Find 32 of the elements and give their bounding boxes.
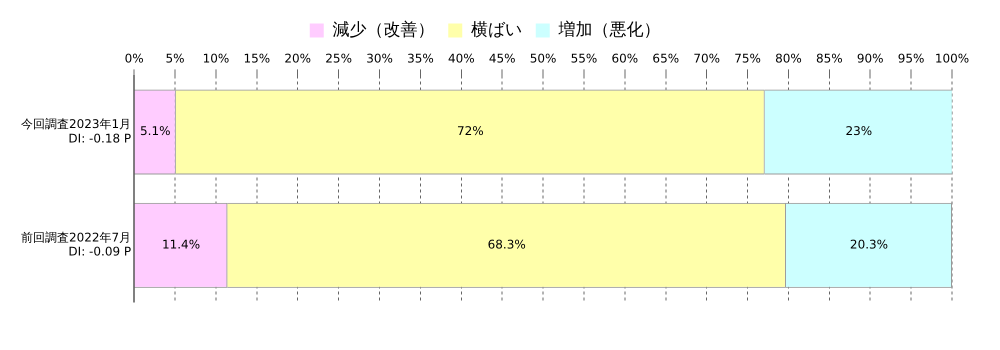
legend-label: 減少（改善） bbox=[332, 20, 434, 40]
x-tick-label: 70% bbox=[693, 51, 720, 66]
x-tick-label: 85% bbox=[816, 51, 843, 66]
x-tick-label: 10% bbox=[202, 51, 230, 66]
x-tick-label: 50% bbox=[530, 51, 556, 66]
x-tick-label: 25% bbox=[325, 51, 352, 66]
data-label: 23% bbox=[845, 124, 872, 138]
x-tick-label: 30% bbox=[366, 51, 393, 66]
data-label: 20.3% bbox=[850, 237, 888, 252]
x-tick-label: 35% bbox=[407, 51, 434, 66]
x-tick-label: 90% bbox=[856, 51, 884, 66]
data-label: 5.1% bbox=[140, 124, 171, 138]
x-tick-label: 100% bbox=[934, 51, 970, 66]
x-tick-label: 20% bbox=[284, 51, 312, 66]
data-label: 68.3% bbox=[488, 237, 526, 252]
x-tick-label: 75% bbox=[734, 51, 761, 66]
x-tick-label: 95% bbox=[898, 51, 924, 66]
y-tick-label: 今回調査2023年1月 DI: -0.18 P bbox=[20, 116, 132, 146]
x-tick-label: 55% bbox=[570, 51, 598, 66]
x-tick-label: 45% bbox=[488, 51, 516, 66]
legend-label: 増加（悪化） bbox=[557, 20, 660, 40]
x-tick-label: 15% bbox=[244, 51, 270, 66]
data-label: 72% bbox=[456, 124, 484, 138]
data-label: 11.4% bbox=[162, 237, 200, 252]
x-tick-label: 5% bbox=[166, 51, 185, 66]
x-tick-label: 65% bbox=[652, 51, 680, 66]
x-tick-label: 80% bbox=[775, 51, 802, 66]
x-tick-label: 0% bbox=[124, 51, 144, 66]
x-tick-label: 60% bbox=[612, 51, 638, 66]
legend-label: 横ばい bbox=[470, 20, 522, 40]
x-tick-label: 40% bbox=[448, 51, 475, 66]
y-tick-label: 前回調査2022年7月 DI: -0.09 P bbox=[20, 230, 132, 259]
